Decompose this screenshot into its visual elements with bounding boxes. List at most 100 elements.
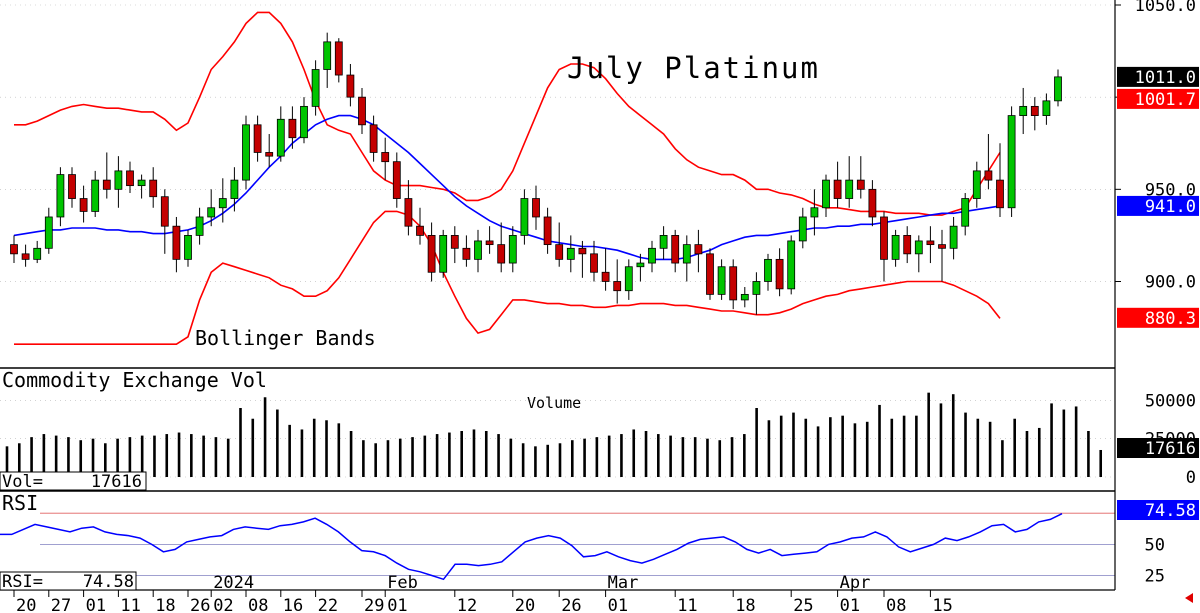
- volume-bar: [939, 403, 943, 477]
- volume-bar: [423, 435, 427, 477]
- date-tick-label: 01: [387, 596, 407, 613]
- volume-bar: [1062, 409, 1066, 477]
- candle: [288, 118, 297, 139]
- volume-bar: [374, 443, 377, 477]
- date-tick-label: 15: [932, 596, 952, 613]
- volume-bar: [239, 408, 242, 477]
- volume-bar: [620, 434, 623, 477]
- date-tick-label: 18: [735, 596, 755, 613]
- candle: [195, 216, 204, 236]
- candle: [996, 179, 1004, 209]
- volume-bar: [362, 440, 365, 477]
- date-tick-label: 16: [283, 596, 303, 613]
- scroll-left-arrow-icon[interactable]: [1185, 593, 1193, 603]
- candle: [485, 240, 494, 246]
- candle: [880, 216, 888, 260]
- rsi-readout-box: [1117, 500, 1199, 520]
- price-readout-label: 1011.0: [1135, 68, 1196, 88]
- volume-bar: [792, 412, 795, 477]
- volume-bar: [312, 418, 316, 477]
- volume-bar: [1025, 431, 1029, 477]
- volume-bar: [202, 435, 205, 477]
- candle: [311, 69, 320, 107]
- candle: [520, 198, 529, 236]
- volume-bar: [79, 440, 83, 477]
- volume-bar: [902, 415, 906, 477]
- candle: [218, 198, 227, 209]
- volume-bar: [54, 435, 58, 477]
- lower-band-line: [14, 210, 1001, 346]
- candle: [764, 258, 772, 282]
- date-tick-label: 25: [793, 596, 813, 613]
- candle: [740, 293, 749, 301]
- volume-bar: [337, 423, 341, 477]
- volume-bar: [829, 417, 832, 477]
- candle: [416, 225, 424, 236]
- volume-current-label: Vol=: [2, 472, 43, 492]
- candle: [648, 247, 656, 264]
- chart-title: July Platinum: [567, 51, 820, 85]
- volume-bar: [116, 438, 119, 477]
- volume-bar: [878, 404, 881, 477]
- date-tick-label: 01: [86, 596, 106, 613]
- volume-bar: [927, 392, 930, 477]
- candle: [613, 281, 622, 292]
- rsi-current-value: 74.58: [83, 572, 134, 592]
- candle: [68, 174, 76, 199]
- candle: [822, 179, 830, 209]
- candle: [79, 198, 88, 212]
- volume-bar: [657, 434, 660, 477]
- candle: [102, 179, 111, 190]
- volume-bar: [214, 437, 218, 477]
- candle: [903, 235, 912, 255]
- volume-bar: [300, 429, 304, 477]
- volume-bar: [534, 446, 537, 477]
- volume-bar: [706, 438, 709, 477]
- rsi-tick-label: 50: [1145, 535, 1165, 555]
- upper-band-line: [14, 11, 1001, 216]
- candle: [555, 244, 564, 260]
- date-tick-label: 22: [318, 596, 338, 613]
- volume-bar: [767, 420, 771, 477]
- date-tick-label: 02: [213, 596, 233, 613]
- price-tick-label: 900.0: [1145, 272, 1196, 292]
- candle: [1007, 115, 1016, 209]
- candle: [474, 240, 482, 260]
- candle: [636, 262, 645, 268]
- volume-bar: [276, 409, 279, 477]
- candle: [682, 244, 691, 264]
- date-tick-label: 26: [561, 596, 581, 613]
- volume-bar: [644, 431, 648, 477]
- candle: [253, 124, 262, 153]
- candle: [44, 216, 53, 249]
- candle: [508, 235, 517, 264]
- price-tick-label: 950.0: [1145, 180, 1196, 200]
- rsi-current-label: RSI=: [2, 572, 43, 592]
- candle: [984, 170, 993, 181]
- candle: [752, 281, 761, 295]
- rsi-readout-label: 74.58: [1145, 501, 1196, 521]
- candle: [775, 258, 784, 290]
- candle: [949, 225, 958, 249]
- volume-bar: [497, 434, 500, 477]
- volume-bar: [472, 429, 476, 477]
- candle: [856, 179, 865, 190]
- candle: [914, 240, 923, 255]
- candle: [300, 105, 308, 139]
- candle: [427, 235, 436, 273]
- volume-tick-label: 0: [1186, 468, 1196, 488]
- volume-bar: [251, 418, 255, 477]
- volume-bar: [718, 440, 722, 477]
- volume-readout-box: [1117, 438, 1199, 458]
- candle: [381, 152, 390, 163]
- candle: [265, 152, 274, 157]
- volume-bar: [1099, 449, 1103, 477]
- rsi-panel-title: RSI: [2, 491, 38, 515]
- candle: [787, 240, 796, 290]
- volume-bar: [386, 440, 390, 477]
- volume-bar: [853, 423, 857, 477]
- candle: [462, 247, 471, 260]
- candle: [694, 244, 703, 255]
- candle: [21, 253, 30, 260]
- candle: [497, 244, 506, 264]
